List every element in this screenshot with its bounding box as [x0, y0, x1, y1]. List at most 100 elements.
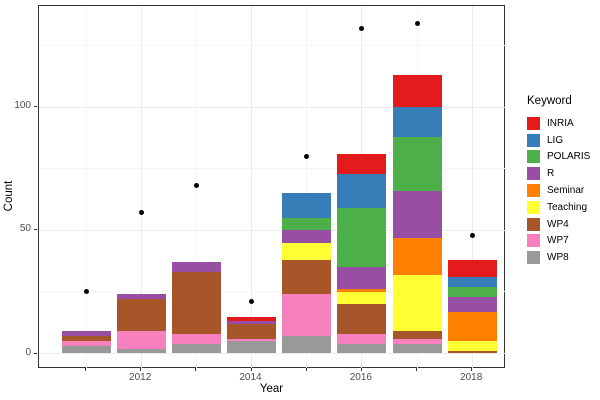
legend-label: LIG [547, 134, 564, 146]
bar-segment-r [61, 331, 111, 337]
bar-segment-teaching [282, 242, 332, 260]
y-tick-mark [34, 229, 37, 231]
bar-segment-lig [392, 107, 442, 137]
bar-segment-polaris [447, 286, 497, 297]
bar-segment-teaching [337, 291, 387, 305]
bar-segment-r [116, 294, 166, 300]
bar-segment-wp4 [116, 299, 166, 332]
data-point [359, 25, 365, 31]
bar-segment-wp4 [392, 331, 442, 339]
x-tick-mark [250, 368, 252, 371]
x-tick-label: 2014 [239, 372, 262, 383]
legend-swatch-polaris [527, 150, 540, 164]
bar-segment-wp4 [337, 304, 387, 334]
legend-item-wp7: WP7 [527, 233, 590, 250]
legend-label: POLARIS [547, 151, 591, 163]
x-tick-mark [195, 368, 197, 371]
legend-label: WP7 [547, 235, 569, 247]
bar-segment-wp8 [392, 343, 442, 354]
legend-label: WP8 [547, 252, 569, 264]
bar-segment-r [337, 267, 387, 290]
y-tick-mark [34, 106, 37, 107]
bar-segment-inria [392, 74, 442, 107]
bar-segment-wp7 [227, 338, 276, 342]
y-major-gridline [39, 353, 506, 354]
data-point [83, 289, 89, 295]
x-tick-mark [85, 368, 86, 371]
bar-segment-polaris [282, 217, 332, 231]
y-tick-mark [34, 352, 37, 354]
legend-item-r: R [527, 165, 590, 182]
legend-items: INRIA LIG POLARIS R Seminar Teaching WP4 WP7 WP8 [527, 115, 590, 266]
plot-panel [38, 5, 506, 369]
x-tick-mark [360, 368, 362, 371]
legend-swatch-teaching [527, 200, 540, 214]
x-tick-mark [140, 368, 142, 371]
bar-segment-r [392, 190, 442, 238]
data-point [304, 153, 310, 159]
legend-label: INRIA [547, 117, 574, 129]
x-tick-mark [305, 368, 307, 371]
y-major-gridline [39, 229, 506, 231]
bar-segment-seminar [392, 237, 442, 275]
x-major-gridline [471, 6, 473, 369]
bar-segment-wp8 [337, 343, 387, 354]
legend-swatch-inria [527, 116, 540, 130]
legend: Keyword INRIA LIG POLARIS R Seminar Teaching W… [527, 95, 590, 266]
y-tick-label: 0 [25, 346, 31, 358]
x-tick-mark [416, 368, 417, 371]
bar-segment-r [282, 230, 332, 243]
bar-segment-wp7 [337, 333, 387, 344]
legend-item-polaris: POLARIS [527, 149, 590, 166]
bar-segment-lig [282, 193, 332, 218]
bar-segment-r [171, 262, 221, 273]
data-point [193, 183, 199, 189]
y-minor-gridline [39, 44, 506, 46]
bar-segment-wp7 [116, 331, 166, 349]
bar-segment-wp4 [282, 259, 332, 295]
bar-segment-wp7 [171, 333, 221, 344]
x-minor-gridline [85, 6, 87, 369]
x-minor-gridline [306, 6, 308, 369]
bar-segment-polaris [392, 136, 442, 191]
bar-segment-wp7 [282, 294, 332, 337]
bar-segment-wp4 [447, 351, 497, 354]
bar-segment-lig [447, 277, 497, 287]
bar-segment-r [227, 321, 276, 324]
data-point [469, 232, 475, 238]
legend-item-seminar: Seminar [527, 182, 590, 199]
bar-segment-wp8 [227, 341, 276, 354]
bar-segment-polaris [337, 208, 387, 268]
bar-segment-wp7 [61, 341, 111, 347]
bar-segment-lig [337, 173, 387, 209]
bar-segment-seminar [447, 311, 497, 342]
data-point [249, 299, 254, 305]
legend-swatch-seminar [527, 184, 540, 198]
bar-segment-wp7 [392, 338, 442, 344]
legend-item-lig: LIG [527, 132, 590, 149]
legend-item-wp8: WP8 [527, 249, 590, 266]
bar-segment-teaching [392, 274, 442, 332]
legend-swatch-wp7 [527, 234, 540, 248]
legend-label: Teaching [547, 201, 588, 213]
x-tick-mark [471, 368, 473, 371]
bar-segment-wp8 [171, 343, 221, 354]
legend-swatch-wp8 [527, 251, 540, 265]
bar-segment-wp8 [61, 346, 111, 354]
data-point [414, 20, 420, 26]
legend-item-teaching: Teaching [527, 199, 590, 216]
y-minor-gridline [39, 168, 506, 170]
bar-segment-wp4 [227, 323, 276, 339]
bar-segment-wp8 [282, 336, 332, 354]
bar-segment-inria [447, 259, 497, 278]
x-axis-title: Year [259, 383, 284, 395]
legend-swatch-wp4 [527, 217, 540, 231]
x-major-gridline [140, 6, 142, 369]
x-major-gridline [251, 6, 252, 369]
x-tick-label: 2016 [349, 372, 372, 383]
y-major-gridline [39, 106, 506, 108]
bar-segment-wp4 [61, 336, 111, 342]
bar-segment-inria [227, 316, 276, 322]
bar-segment-wp4 [171, 272, 221, 334]
legend-swatch-lig [527, 133, 540, 147]
